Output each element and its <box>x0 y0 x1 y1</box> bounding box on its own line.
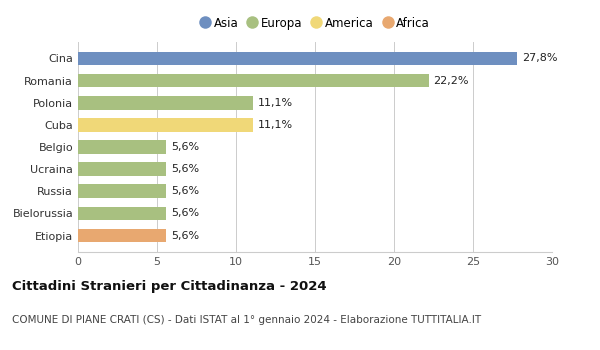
Text: 11,1%: 11,1% <box>258 120 293 130</box>
Bar <box>78 74 429 88</box>
Text: 5,6%: 5,6% <box>171 142 199 152</box>
Text: 22,2%: 22,2% <box>433 76 469 85</box>
Text: 5,6%: 5,6% <box>171 164 199 174</box>
Bar <box>78 96 253 110</box>
Text: Cittadini Stranieri per Cittadinanza - 2024: Cittadini Stranieri per Cittadinanza - 2… <box>12 280 326 293</box>
Text: 11,1%: 11,1% <box>258 98 293 108</box>
Bar <box>78 184 166 198</box>
Legend: Asia, Europa, America, Africa: Asia, Europa, America, Africa <box>198 14 432 32</box>
Text: 5,6%: 5,6% <box>171 209 199 218</box>
Bar <box>78 162 166 176</box>
Text: 5,6%: 5,6% <box>171 231 199 240</box>
Bar <box>78 51 517 65</box>
Bar <box>78 206 166 220</box>
Bar <box>78 140 166 154</box>
Text: COMUNE DI PIANE CRATI (CS) - Dati ISTAT al 1° gennaio 2024 - Elaborazione TUTTIT: COMUNE DI PIANE CRATI (CS) - Dati ISTAT … <box>12 315 481 325</box>
Bar <box>78 118 253 132</box>
Text: 27,8%: 27,8% <box>522 54 557 63</box>
Text: 5,6%: 5,6% <box>171 186 199 196</box>
Bar <box>78 229 166 243</box>
